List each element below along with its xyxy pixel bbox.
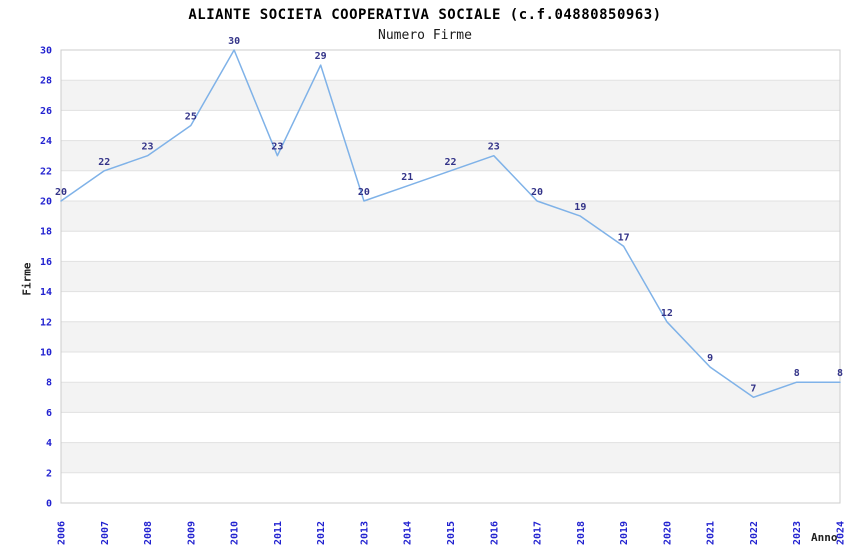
x-tick-label: 2018	[576, 521, 587, 545]
y-tick-label: 2	[46, 468, 52, 479]
x-tick-label: 2006	[57, 521, 68, 545]
point-label: 22	[98, 157, 110, 168]
plot-band	[61, 472, 840, 503]
y-tick-label: 28	[40, 76, 52, 87]
plot-band	[61, 382, 840, 413]
plot-band	[61, 352, 840, 383]
y-tick-label: 0	[46, 499, 52, 510]
y-tick-label: 20	[40, 197, 52, 208]
point-label: 30	[228, 36, 240, 47]
point-label: 21	[401, 172, 413, 183]
plot-border	[60, 49, 841, 504]
y-tick-label: 8	[46, 378, 52, 389]
y-tick-label: 4	[46, 438, 52, 449]
x-tick-label: 2017	[533, 521, 544, 545]
x-tick-label: 2016	[489, 521, 500, 545]
point-label: 20	[55, 187, 67, 198]
x-axis-title: Anno	[811, 531, 838, 544]
chart-subtitle: Numero Firme	[378, 28, 472, 43]
point-label: 23	[142, 142, 154, 153]
plot-band	[61, 140, 840, 171]
y-tick-label: 26	[40, 106, 52, 117]
point-label: 23	[271, 142, 283, 153]
chart-title: ALIANTE SOCIETA COOPERATIVA SOCIALE (c.f…	[188, 7, 662, 23]
point-label: 29	[315, 51, 327, 62]
x-tick-label: 2022	[749, 521, 760, 545]
point-label: 25	[185, 112, 197, 123]
point-label: 8	[837, 368, 843, 379]
y-tick-label: 30	[40, 46, 52, 57]
x-tick-label: 2012	[316, 521, 327, 545]
plot-band	[61, 321, 840, 352]
x-tick-label: 2024	[836, 521, 847, 545]
x-tick-label: 2013	[359, 521, 370, 545]
point-label: 20	[358, 187, 370, 198]
plot-band	[61, 170, 840, 201]
y-tick-label: 24	[40, 136, 52, 147]
data-line	[60, 49, 841, 399]
y-tick-label: 22	[40, 166, 52, 177]
y-tick-label: 14	[40, 287, 52, 298]
plot-band	[61, 201, 840, 232]
plot-band	[61, 412, 840, 443]
x-tick-label: 2008	[143, 521, 154, 545]
x-tick-label: 2023	[792, 521, 803, 545]
y-tick-label: 18	[40, 227, 52, 238]
plot-band	[61, 231, 840, 262]
x-tick-label: 2009	[186, 521, 197, 545]
point-label: 12	[661, 308, 673, 319]
x-tick-label: 2021	[706, 521, 717, 545]
point-label: 8	[794, 368, 800, 379]
y-tick-label: 16	[40, 257, 52, 268]
x-tick-label: 2020	[662, 521, 673, 545]
y-tick-label: 6	[46, 408, 52, 419]
x-tick-label: 2010	[230, 521, 241, 545]
plot-band	[61, 110, 840, 141]
plot-band	[61, 261, 840, 292]
point-label: 23	[488, 142, 500, 153]
point-label: 17	[618, 232, 630, 243]
x-tick-label: 2007	[100, 521, 111, 545]
point-label: 22	[444, 157, 456, 168]
x-tick-label: 2019	[619, 521, 630, 545]
plot-band	[61, 50, 840, 81]
x-tick-label: 2015	[446, 521, 457, 545]
plot-band	[61, 291, 840, 322]
plot-band	[61, 442, 840, 473]
plot-band	[61, 80, 840, 111]
x-tick-label: 2014	[403, 521, 414, 545]
point-label: 9	[707, 353, 713, 364]
y-tick-label: 10	[40, 348, 52, 359]
point-label: 20	[531, 187, 543, 198]
point-label: 7	[750, 383, 756, 394]
x-tick-label: 2011	[273, 521, 284, 545]
point-label: 19	[574, 202, 586, 213]
y-tick-label: 12	[40, 317, 52, 328]
